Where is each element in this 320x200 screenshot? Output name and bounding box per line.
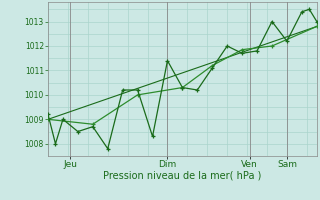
X-axis label: Pression niveau de la mer( hPa ): Pression niveau de la mer( hPa ) [103, 171, 261, 181]
